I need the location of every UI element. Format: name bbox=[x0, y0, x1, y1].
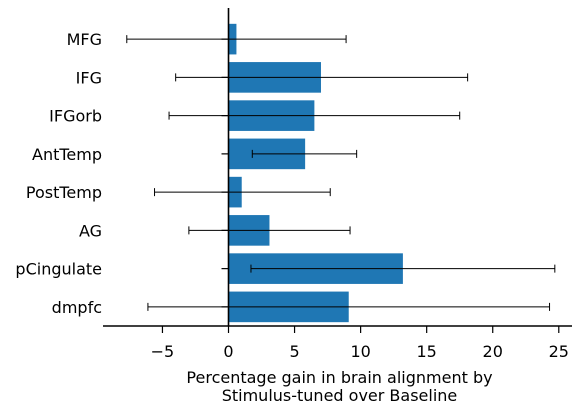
category-label-anttemp: AntTemp bbox=[32, 145, 102, 164]
x-tick-label-6: 25 bbox=[549, 342, 569, 361]
error-bar-posttemp bbox=[154, 188, 331, 197]
x-tick-label-1: 0 bbox=[223, 342, 233, 361]
category-label-ag: AG bbox=[79, 221, 102, 240]
error-bar-anttemp bbox=[251, 149, 358, 158]
error-bar-mfg bbox=[126, 35, 347, 44]
error-bar-ag bbox=[188, 226, 351, 235]
x-tick-label-2: 5 bbox=[289, 342, 299, 361]
x-tick-label-4: 15 bbox=[416, 342, 436, 361]
category-label-pcingulate: pCingulate bbox=[15, 260, 102, 279]
category-label-ifg: IFG bbox=[76, 68, 102, 87]
category-label-mfg: MFG bbox=[67, 30, 102, 49]
x-tick-label-0: −5 bbox=[151, 342, 175, 361]
bars-group bbox=[228, 23, 403, 323]
error-bar-ifgorb bbox=[168, 111, 461, 120]
category-label-ifgorb: IFGorb bbox=[49, 107, 102, 126]
error-bar-dmpfc bbox=[147, 302, 551, 311]
x-tick-label-3: 10 bbox=[350, 342, 370, 361]
category-label-dmpfc: dmpfc bbox=[52, 298, 102, 317]
category-label-posttemp: PostTemp bbox=[26, 183, 102, 202]
x-axis-label-line-1: Percentage gain in brain alignment by bbox=[186, 368, 492, 387]
x-tick-label-5: 20 bbox=[483, 342, 503, 361]
x-ticks-group: −5 0 5 10 15 20 25 bbox=[151, 326, 569, 361]
category-labels-group: MFG IFG IFGorb AntTemp PostTemp AG pCingulate d… bbox=[15, 30, 229, 317]
x-axis-label-line-2: Stimulus-tuned over Baseline bbox=[222, 386, 458, 405]
error-bar-ifg bbox=[175, 73, 469, 82]
error-bar-pcingulate bbox=[250, 264, 556, 273]
